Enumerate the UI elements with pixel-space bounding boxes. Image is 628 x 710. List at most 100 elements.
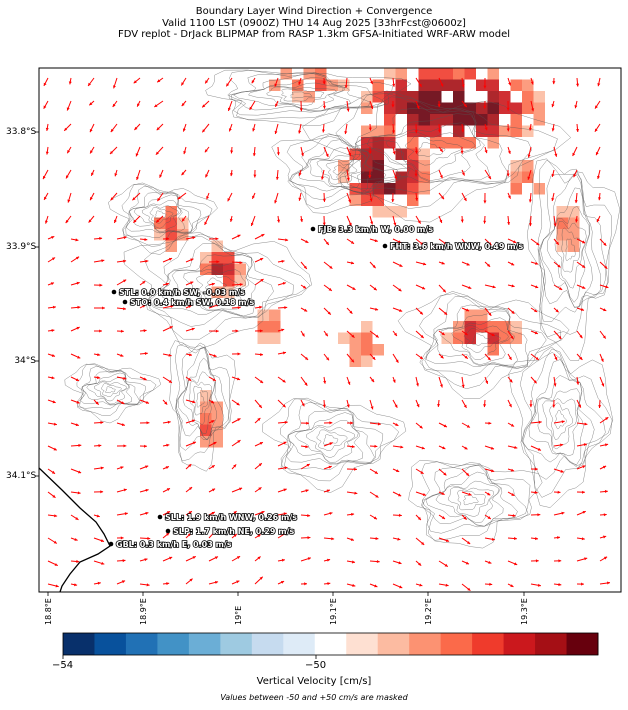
wind-arrow: [507, 307, 515, 315]
wind-arrow: [392, 238, 402, 244]
wind-arrow: [438, 215, 443, 224]
vv-cell: [349, 194, 361, 206]
wind-arrow: [438, 376, 443, 388]
wind-arrow: [415, 353, 424, 360]
wind-arrow: [415, 192, 419, 201]
wind-arrow: [323, 537, 335, 541]
contour-line: [183, 269, 246, 307]
wind-arrow: [208, 556, 219, 562]
vv-cell: [372, 206, 384, 218]
wind-arrow: [484, 169, 492, 180]
contour-line: [175, 347, 225, 441]
wind-arrow: [181, 169, 187, 176]
wind-arrow: [93, 259, 105, 263]
vv-cell: [441, 79, 453, 91]
wind-arrow: [484, 514, 492, 520]
wind-arrow: [47, 560, 59, 567]
wind-arrow: [576, 307, 585, 311]
lon-label-19-2: 19.2°E: [424, 598, 433, 625]
vv-cell: [407, 102, 419, 114]
wind-arrow: [572, 146, 578, 157]
wind-arrow: [231, 439, 241, 447]
wind-arrow: [162, 443, 170, 447]
wind-arrow: [109, 146, 118, 155]
wind-arrow: [254, 257, 264, 263]
vv-cell: [430, 91, 442, 103]
wind-arrow: [392, 353, 399, 363]
wind-arrow: [369, 583, 378, 588]
wind-arrow: [277, 351, 287, 355]
wind-arrow: [392, 146, 396, 155]
colorbar-swatch: [566, 633, 599, 655]
wind-arrow: [529, 399, 533, 408]
wind-arrow: [344, 123, 348, 135]
wind-arrow: [113, 77, 118, 89]
wind-arrow: [346, 399, 350, 408]
wind-arrow: [484, 146, 488, 154]
wind-arrow: [507, 491, 515, 497]
vv-cell: [372, 125, 384, 137]
wind-arrow: [208, 530, 217, 539]
wind-arrow: [346, 467, 358, 471]
contour-line: [121, 185, 202, 239]
wind-arrow: [553, 420, 565, 424]
wind-arrow: [185, 419, 196, 424]
wind-arrow: [368, 169, 372, 179]
wind-arrow: [185, 441, 197, 447]
station-label: SLL: 1.9 km/h WNW, 0.26 m/s: [165, 513, 297, 522]
wind-arrow: [553, 376, 557, 387]
contour-line: [290, 91, 313, 99]
wind-arrow: [139, 238, 148, 241]
contour-line: [440, 317, 513, 366]
contour-line: [306, 426, 355, 459]
wind-arrow: [208, 441, 217, 447]
wind-arrow: [461, 445, 468, 450]
wind-arrow: [323, 558, 331, 562]
wind-arrow: [208, 511, 216, 516]
vv-cell: [418, 91, 430, 103]
wind-arrow: [47, 329, 55, 332]
wind-arrow: [483, 77, 487, 89]
wind-arrow: [553, 559, 562, 563]
vv-cell: [384, 206, 396, 218]
contour-line: [539, 168, 608, 322]
vv-cell: [487, 68, 499, 80]
wind-arrow: [574, 192, 578, 204]
vv-cell: [384, 125, 396, 137]
wind-arrow: [208, 464, 215, 470]
wind-arrow: [599, 376, 605, 387]
vv-cell: [453, 68, 465, 80]
wind-arrow: [323, 330, 329, 337]
wind-arrow: [65, 169, 72, 179]
wind-arrow: [277, 558, 285, 562]
station-label: GBL: 0.3 km/h E, 0.03 m/s: [116, 540, 232, 549]
station-label: STO: 0.4 km/h SW, 0.18 m/s: [130, 298, 255, 307]
vv-cell: [487, 137, 499, 149]
contour-line: [248, 82, 344, 110]
wind-arrow: [438, 422, 448, 428]
wind-arrow: [89, 123, 95, 133]
wind-arrow: [507, 422, 515, 427]
wind-arrow: [461, 537, 471, 545]
wind-arrow: [231, 464, 237, 470]
vv-cell: [533, 114, 545, 126]
wind-arrow: [415, 422, 423, 429]
wind-arrow: [530, 445, 542, 451]
wind-arrow: [162, 237, 170, 241]
lon-label-19-0: 19°E: [234, 605, 243, 625]
wind-arrow: [414, 146, 418, 154]
wind-arrow: [205, 169, 210, 178]
wind-arrow: [507, 284, 515, 288]
vv-cell: [211, 401, 223, 413]
wind-arrow: [576, 465, 586, 470]
wind-arrow: [415, 330, 425, 339]
wind-arrow: [437, 399, 441, 407]
plot-frame: [38, 67, 622, 593]
lon-label-18-9: 18.9°E: [139, 598, 148, 625]
wind-arrow: [461, 261, 470, 266]
wind-arrow: [185, 327, 195, 332]
wind-arrow: [254, 399, 263, 409]
contour-line: [288, 412, 364, 465]
station-dot: [122, 299, 128, 305]
wind-arrow: [392, 307, 403, 312]
